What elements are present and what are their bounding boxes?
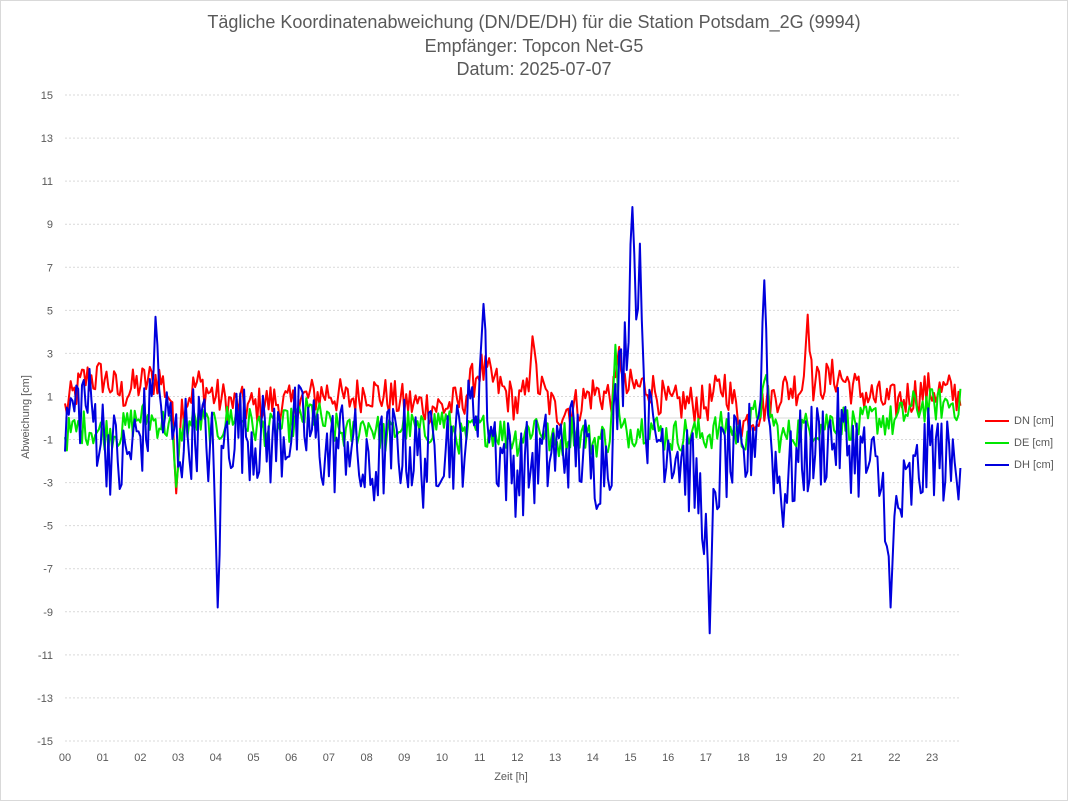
x-tick-label: 15 [624, 752, 636, 764]
x-tick-label: 03 [172, 752, 184, 764]
x-tick-label: 17 [700, 752, 712, 764]
y-tick-label: -1 [43, 435, 53, 447]
chart-title: Tägliche Koordinatenabweichung (DN/DE/DH… [207, 12, 861, 32]
y-tick-label: -3 [43, 478, 53, 490]
y-axis-label: Abweichung [cm] [20, 375, 32, 459]
x-tick-label: 04 [210, 752, 222, 764]
legend-swatch-dn [985, 420, 1009, 422]
legend-label-de: DE [cm] [1014, 437, 1054, 449]
legend-swatch-de [985, 442, 1009, 444]
x-tick-label: 06 [285, 752, 297, 764]
x-tick-label: 09 [398, 752, 410, 764]
y-tick-label: -13 [37, 693, 53, 705]
y-tick-label: 5 [47, 305, 53, 317]
y-tick-label: -7 [43, 564, 53, 576]
x-tick-label: 08 [360, 752, 372, 764]
y-tick-label: -9 [43, 607, 53, 619]
x-tick-label: 00 [59, 752, 71, 764]
x-tick-label: 19 [775, 752, 787, 764]
legend-label-dh: DH [cm] [1014, 459, 1054, 471]
x-tick-label: 22 [888, 752, 900, 764]
x-tick-label: 21 [851, 752, 863, 764]
series-line-dh [64, 206, 962, 635]
x-axis-ticks: 00 01 02 03 04 05 06 07 08 09 10 11 12 13 14 15 16 17 18 19… [59, 752, 938, 764]
x-tick-label: 10 [436, 752, 448, 764]
legend-item-dh: DH [cm] [985, 454, 1054, 476]
y-tick-label: 7 [47, 262, 53, 274]
y-axis-ticks: 15 13 11 9 7 5 3 1 -1 -3 -5 -7 -9 -11 -13 -15 [37, 90, 53, 748]
y-tick-label: 9 [47, 219, 53, 231]
x-tick-label: 02 [134, 752, 146, 764]
x-tick-label: 13 [549, 752, 561, 764]
chart-subtitle-receiver: Empfänger: Topcon Net-G5 [424, 36, 644, 56]
series-lines [64, 206, 962, 635]
x-tick-label: 23 [926, 752, 938, 764]
y-tick-label: 1 [47, 391, 53, 403]
legend: DN [cm] DE [cm] DH [cm] [985, 410, 1054, 476]
x-tick-label: 18 [737, 752, 749, 764]
y-tick-label: -15 [37, 736, 53, 748]
y-tick-label: 15 [41, 90, 53, 102]
x-tick-label: 20 [813, 752, 825, 764]
series-line-dn [64, 313, 962, 495]
x-tick-label: 16 [662, 752, 674, 764]
y-tick-label: 13 [41, 133, 53, 145]
x-tick-label: 12 [511, 752, 523, 764]
x-tick-label: 05 [247, 752, 259, 764]
y-tick-label: 11 [42, 176, 53, 188]
x-tick-label: 14 [587, 752, 599, 764]
x-tick-label: 07 [323, 752, 335, 764]
y-tick-label: -11 [38, 650, 53, 662]
x-tick-label: 11 [474, 752, 485, 764]
legend-item-dn: DN [cm] [985, 410, 1054, 432]
legend-swatch-dh [985, 464, 1009, 466]
legend-item-de: DE [cm] [985, 432, 1054, 454]
y-tick-label: -5 [43, 521, 53, 533]
x-tick-label: 01 [97, 752, 109, 764]
y-tick-label: 3 [47, 348, 53, 360]
x-axis-label: Zeit [h] [494, 771, 528, 783]
legend-label-dn: DN [cm] [1014, 415, 1054, 427]
chart-subtitle-date: Datum: 2025-07-07 [456, 59, 612, 79]
